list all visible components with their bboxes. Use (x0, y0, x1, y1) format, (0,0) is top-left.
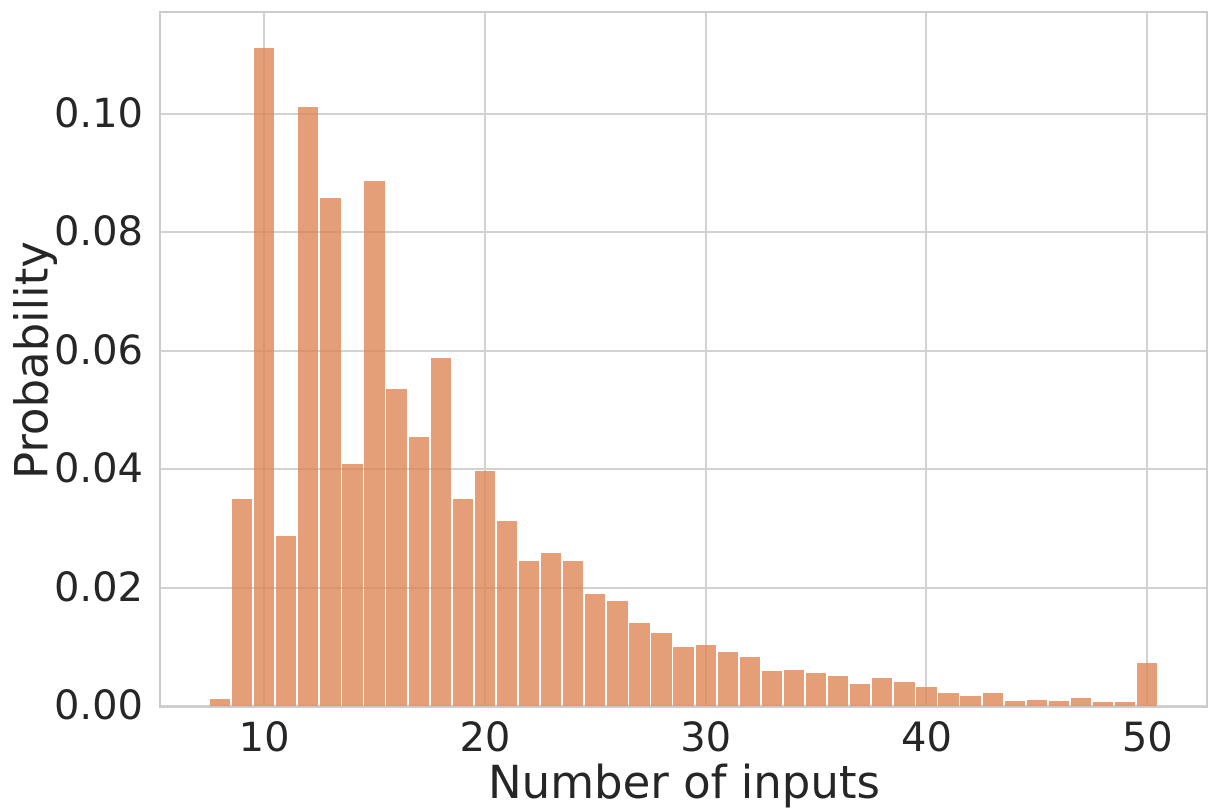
histogram-bar (430, 357, 451, 706)
y-tick-label: 0.06 (53, 327, 143, 374)
x-tick-label: 10 (238, 715, 290, 761)
y-tick-label: 0.04 (53, 446, 143, 493)
histogram-bar (1004, 701, 1025, 706)
histogram-bar (1115, 701, 1136, 706)
plot-area (159, 11, 1208, 708)
histogram-bar (739, 657, 760, 706)
y-tick-label: 0.00 (53, 683, 143, 729)
y-gridline (161, 349, 1206, 352)
histogram-bar (209, 698, 231, 706)
x-tick-label: 50 (1121, 715, 1173, 761)
y-tick-label: 0.02 (53, 564, 143, 611)
histogram-bar (1026, 699, 1048, 706)
histogram-bar (651, 633, 672, 706)
x-gridline (483, 13, 486, 706)
histogram-bar (276, 536, 297, 706)
histogram-bar (894, 681, 915, 706)
histogram-bar (298, 106, 319, 706)
histogram-bar (386, 389, 407, 706)
histogram-bar (916, 687, 937, 706)
histogram-bar (783, 669, 805, 706)
y-tick-label: 0.10 (53, 90, 143, 137)
histogram-bar (518, 560, 540, 706)
x-gridline (925, 13, 928, 706)
y-gridline (161, 231, 1206, 234)
histogram-bar (1092, 702, 1114, 706)
y-gridline (161, 468, 1206, 471)
y-gridline (161, 586, 1206, 589)
histogram-bar (1070, 697, 1092, 706)
histogram-bar (673, 646, 694, 706)
x-tick-label: 40 (901, 715, 952, 761)
histogram-bar (872, 678, 893, 706)
histogram-bar (761, 671, 783, 706)
histogram-bar (342, 463, 363, 706)
histogram-bar (1048, 700, 1070, 706)
histogram-bar (364, 180, 385, 706)
histogram-bar (496, 520, 518, 706)
y-tick-label: 0.08 (53, 209, 143, 256)
histogram-bar (982, 692, 1003, 706)
x-tick-label: 30 (680, 715, 732, 761)
x-axis-label: Number of inputs (488, 756, 880, 808)
histogram-bar (607, 600, 628, 706)
histogram-bar (938, 692, 959, 706)
x-tick-label: 20 (459, 715, 511, 761)
histogram-bar (452, 499, 473, 706)
histogram-bar (960, 695, 981, 706)
histogram-bar (717, 652, 738, 706)
histogram-bar (253, 47, 275, 706)
histogram-bar (408, 437, 429, 706)
histogram-bar (231, 498, 253, 706)
histogram-bar (474, 470, 496, 706)
histogram-bar (850, 683, 871, 706)
histogram-bar (585, 594, 606, 706)
histogram-bar (1137, 662, 1158, 706)
x-gridline (704, 13, 707, 706)
x-gridline (1146, 13, 1149, 706)
histogram-bar (320, 198, 341, 706)
y-gridline (161, 112, 1206, 115)
histogram-bar (695, 645, 716, 706)
histogram-bar (540, 553, 562, 706)
histogram-bar (629, 622, 650, 706)
histogram-bar (828, 675, 849, 706)
histogram-bar (563, 560, 584, 706)
histogram-bar (805, 673, 827, 706)
